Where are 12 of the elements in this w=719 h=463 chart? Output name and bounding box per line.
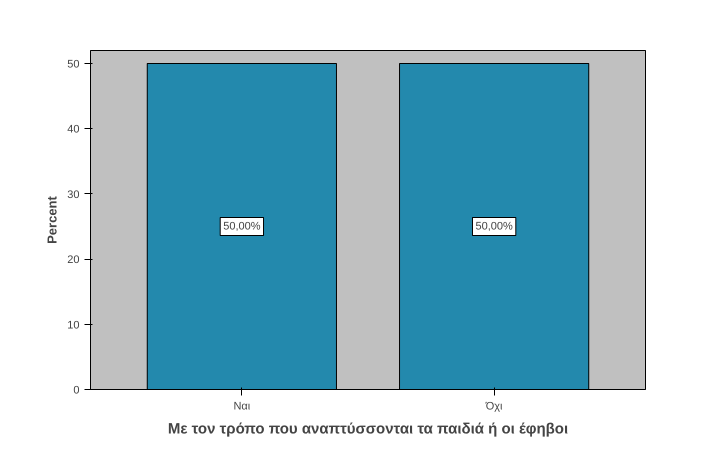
y-tick-label: 10	[67, 319, 80, 332]
y-tick-label: 20	[67, 254, 80, 266]
x-axis-title: Με τον τρόπο που αναπτύσσονται τα παιδιά ή οι έφηβοι	[168, 420, 568, 438]
data-label: 50,00%	[475, 220, 514, 233]
x-tick-label: Όχι	[484, 400, 504, 412]
y-tick-label: 40	[67, 124, 80, 136]
y-tick-label: 0	[73, 384, 80, 396]
x-tick-label: Ναι	[233, 400, 251, 412]
y-axis-title: Percent	[44, 195, 60, 244]
data-label: 50,00%	[223, 220, 261, 233]
y-tick-label: 30	[67, 188, 80, 201]
y-tick-label: 50	[67, 58, 80, 71]
